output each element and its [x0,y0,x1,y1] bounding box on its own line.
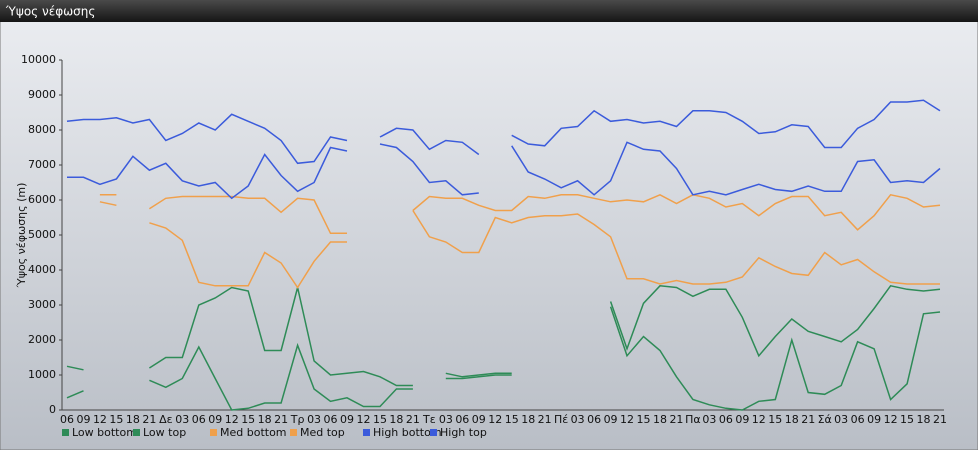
x-tick-label: 09 [472,413,486,426]
x-tick-label: 09 [735,413,749,426]
x-tick-label: 15 [768,413,782,426]
x-tick-label: 18 [785,413,799,426]
legend-swatch [290,429,297,436]
series-line [66,306,941,411]
x-tick-label: Πα [685,413,701,426]
x-tick-label: 06 [192,413,206,426]
x-tick-label: 15 [505,413,519,426]
x-tick-label: 12 [752,413,766,426]
x-tick-label: 18 [126,413,140,426]
series-line [66,99,941,165]
x-tick-label: 21 [274,413,288,426]
x-tick-label: Δε [159,413,173,426]
x-tick-label: 12 [225,413,239,426]
x-tick-label: 03 [702,413,716,426]
y-tick-label: 6000 [28,193,56,206]
x-tick-label: 15 [637,413,651,426]
y-tick-label: 0 [49,403,56,416]
legend-swatch [210,429,217,436]
x-tick-label: Πέ [554,413,568,426]
x-tick-label: 21 [669,413,683,426]
x-tick-label: 09 [604,413,618,426]
legend-label: Med top [300,426,345,439]
x-tick-label: 12 [620,413,634,426]
x-tick-label: 12 [93,413,107,426]
legend-swatch [62,429,69,436]
window-title: Ύψος νέφωσης [5,5,95,19]
y-tick-label: 1000 [28,368,56,381]
x-tick-label: 09 [76,413,90,426]
x-tick-label: 06 [851,413,865,426]
y-tick-label: 10000 [21,53,56,66]
x-tick-label: 18 [258,413,272,426]
x-tick-label: 06 [455,413,469,426]
x-tick-label: 21 [538,413,552,426]
x-tick-label: 15 [900,413,914,426]
legend-label: Med bottom [220,426,287,439]
legend-label: High bottom [373,426,442,439]
x-tick-label: Σά [818,413,832,426]
x-tick-label: 21 [406,413,420,426]
x-tick-label: 03 [175,413,189,426]
title-bar [0,0,978,22]
x-tick-label: 12 [356,413,370,426]
y-tick-label: 3000 [28,298,56,311]
x-tick-label: 06 [60,413,74,426]
series-line [66,284,941,387]
x-tick-label: 03 [307,413,321,426]
x-tick-label: 06 [587,413,601,426]
series-line [67,141,941,200]
legend-label: Low bottom [72,426,137,439]
x-tick-label: 15 [241,413,255,426]
x-tick-label: 15 [109,413,123,426]
x-tick-label: 12 [488,413,502,426]
legend-label: High top [440,426,487,439]
x-tick-label: 21 [933,413,947,426]
x-tick-label: 18 [917,413,931,426]
x-tick-label: 18 [389,413,403,426]
x-tick-label: 12 [884,413,898,426]
x-tick-label: Τρ [290,413,305,426]
x-tick-label: 21 [801,413,815,426]
x-tick-label: 09 [340,413,354,426]
y-tick-label: 4000 [28,263,56,276]
x-tick-label: 18 [521,413,535,426]
series-line [99,201,940,289]
y-tick-label: 7000 [28,158,56,171]
legend-swatch [363,429,370,436]
series-line [99,193,941,235]
y-tick-label: 9000 [28,88,56,101]
x-tick-label: 03 [834,413,848,426]
x-tick-label: 18 [653,413,667,426]
x-tick-label: 06 [719,413,733,426]
x-tick-label: 15 [373,413,387,426]
y-tick-label: 5000 [28,228,56,241]
legend-swatch [133,429,140,436]
legend-swatch [430,429,437,436]
x-tick-label: 06 [324,413,338,426]
x-tick-label: 21 [142,413,156,426]
x-tick-label: 09 [208,413,222,426]
legend-label: Low top [143,426,186,439]
y-tick-label: 8000 [28,123,56,136]
x-tick-label: 03 [571,413,585,426]
y-axis-label: Ύψος νέφωσης (m) [15,183,28,289]
x-tick-label: 03 [439,413,453,426]
y-tick-label: 2000 [28,333,56,346]
x-tick-label: Τε [422,413,436,426]
x-tick-label: 09 [867,413,881,426]
